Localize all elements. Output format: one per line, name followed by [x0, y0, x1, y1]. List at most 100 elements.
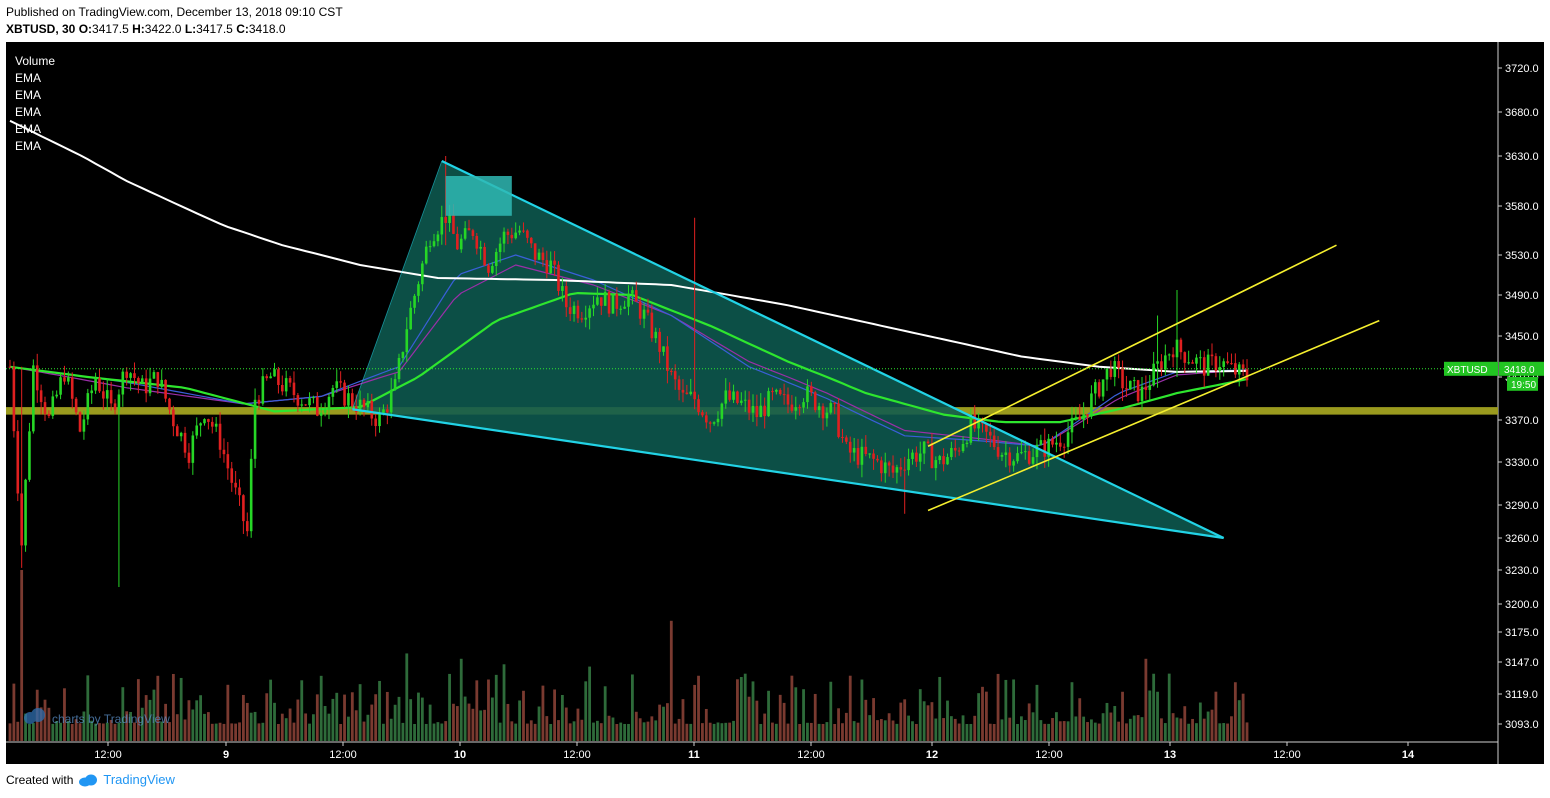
candle-body [973, 414, 977, 429]
candle [168, 397, 171, 415]
candle-body [1237, 364, 1241, 375]
candle [922, 441, 926, 465]
candle [736, 390, 739, 405]
volume-bar [518, 700, 521, 741]
volume-bar [611, 717, 615, 741]
candle-body [743, 399, 747, 401]
volume-bar [70, 723, 74, 741]
candle [487, 263, 490, 277]
candle-body [1055, 442, 1058, 445]
volume-bar [537, 706, 541, 741]
time-tick: 12:00 [563, 742, 591, 761]
candle-body [1109, 368, 1113, 377]
candle [269, 372, 272, 379]
volume-bar [1012, 679, 1016, 741]
volume-bar [712, 723, 716, 741]
volume-bar [467, 703, 471, 741]
watermark-text: charts by TradingView [52, 712, 170, 726]
indicator-ema-5[interactable]: EMA [15, 139, 42, 153]
candle-body [343, 382, 346, 406]
candle-body [281, 385, 284, 392]
volume-bar [903, 699, 907, 741]
price-tick: 3720.0 [1498, 63, 1539, 75]
candle-body [646, 309, 650, 313]
volume-bar [1202, 718, 1206, 741]
volume-bar [821, 723, 825, 741]
candle [724, 378, 728, 409]
volume-bar [1093, 722, 1097, 741]
candle [1097, 379, 1101, 399]
volume-bar [1233, 682, 1237, 741]
volume-bar [1241, 693, 1245, 741]
candle [1109, 360, 1113, 380]
candle-body [421, 263, 424, 285]
volume-bar [401, 722, 405, 741]
volume-bar [930, 702, 934, 741]
tradingview-logo-icon[interactable] [77, 773, 99, 787]
indicator-volume[interactable]: Volume [15, 54, 56, 68]
price-axis[interactable] [1498, 42, 1544, 742]
volume-bar [452, 703, 455, 741]
candle [1078, 404, 1082, 420]
candle [288, 375, 292, 388]
candle [946, 453, 949, 465]
low-label: L: [184, 22, 197, 36]
candle-body [436, 234, 440, 242]
candle-body [1117, 361, 1120, 368]
candle [331, 384, 335, 405]
candle [813, 390, 817, 413]
candle [90, 384, 93, 404]
volume-bar [331, 698, 335, 741]
candle [872, 449, 875, 470]
tradingview-link[interactable]: TradingView [103, 772, 175, 787]
candle-body [759, 405, 763, 418]
time-tick: 11 [688, 742, 700, 761]
candle [389, 377, 393, 419]
volume-bar [1132, 715, 1136, 741]
candle-body [1031, 457, 1035, 464]
indicator-ema-1[interactable]: EMA [15, 71, 42, 85]
time-tick-label: 14 [1402, 749, 1415, 761]
candle-body [203, 419, 206, 424]
candle [1027, 443, 1031, 466]
volume-bar [778, 694, 782, 741]
candle-body [922, 441, 926, 454]
volume-bar [362, 721, 366, 741]
candle [533, 243, 537, 266]
indicator-ema-3[interactable]: EMA [15, 105, 42, 119]
indicator-ema-4[interactable]: EMA [15, 122, 42, 136]
candle [1086, 414, 1089, 424]
candle-body [253, 399, 257, 459]
candle [78, 411, 82, 433]
time-tick-label: 13 [1164, 749, 1176, 761]
indicator-ema-2[interactable]: EMA [15, 88, 42, 102]
candle [296, 392, 300, 412]
candle [28, 422, 31, 482]
candle-body [720, 403, 724, 419]
volume-bar [595, 720, 599, 741]
candle-body [1097, 382, 1101, 397]
candle-body [996, 447, 1000, 457]
candle [191, 431, 195, 475]
volume-bar [249, 712, 253, 741]
volume-bar [475, 680, 479, 741]
volume-bar [806, 722, 809, 741]
candle-body [634, 290, 638, 302]
volume-bar [487, 679, 490, 741]
candle [642, 302, 646, 329]
candle-body [393, 379, 397, 390]
volume-bar [506, 703, 510, 741]
volume-bar [988, 723, 992, 741]
candle [1055, 431, 1058, 453]
volume-bar [455, 706, 459, 741]
candle [778, 388, 782, 396]
volume-bar [12, 683, 16, 741]
candle [1031, 448, 1035, 466]
candle [63, 365, 66, 385]
time-axis[interactable] [6, 742, 1544, 764]
candle-body [467, 228, 471, 231]
candle-body [86, 393, 90, 420]
candle-body [210, 421, 214, 427]
volume-bar [1101, 713, 1105, 741]
